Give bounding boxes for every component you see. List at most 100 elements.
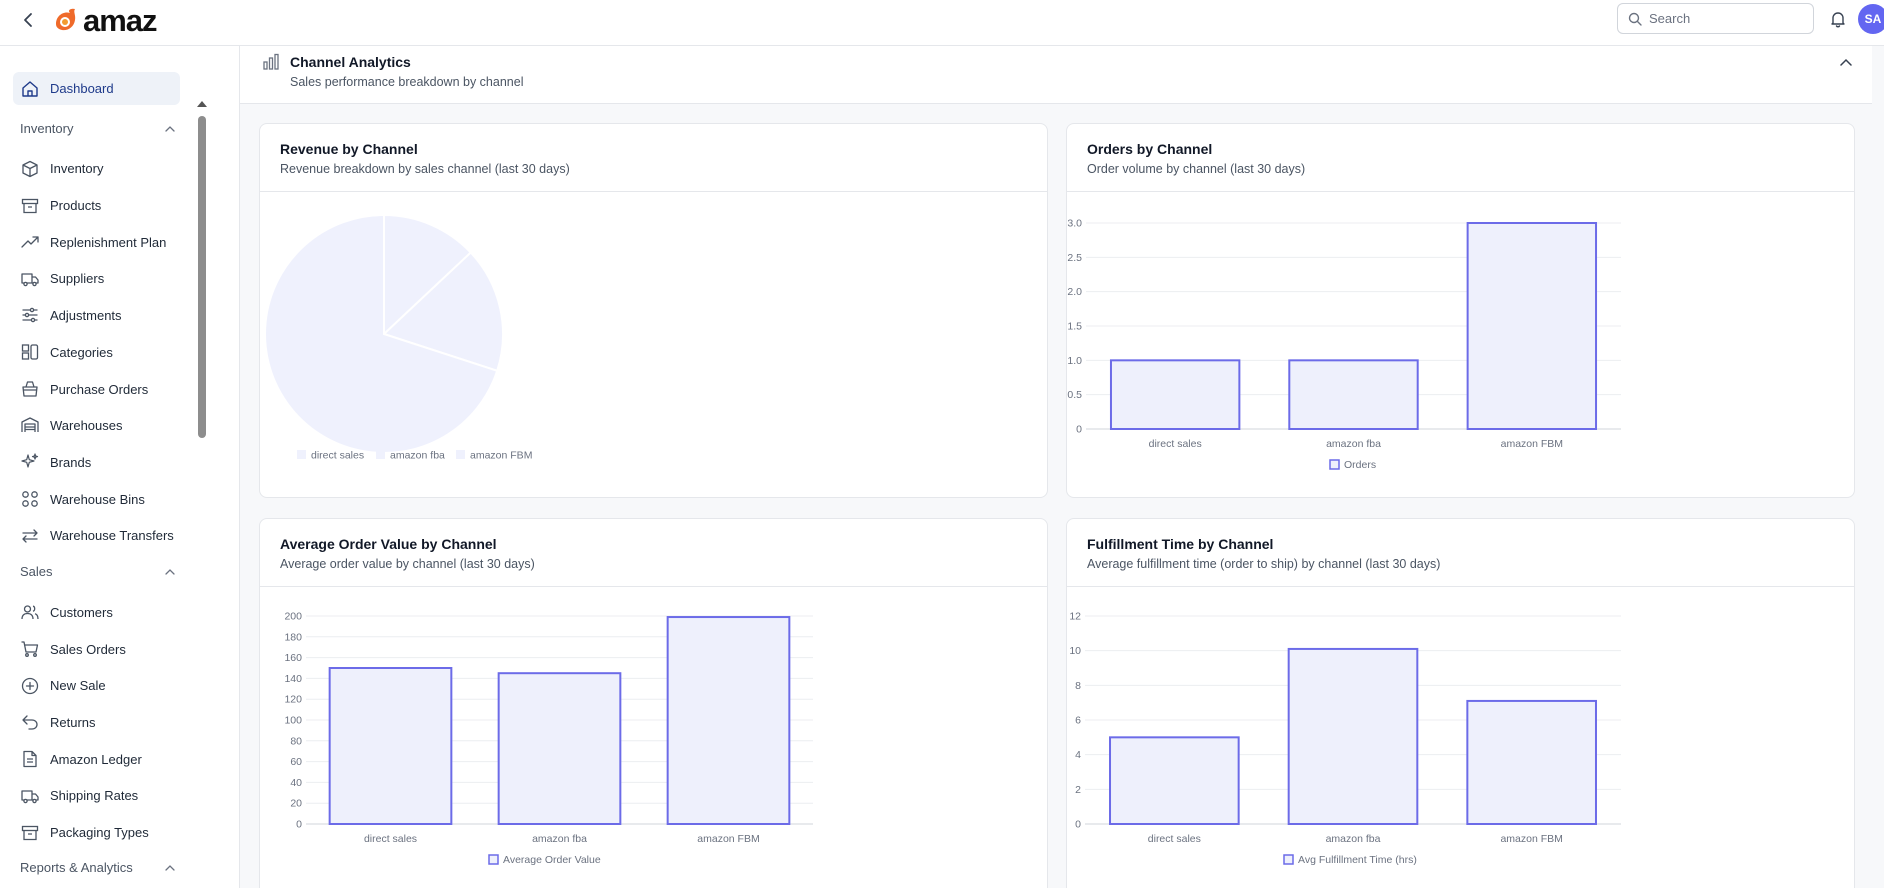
sidebar-item-inventory[interactable]: Inventory (13, 152, 180, 185)
y-tick-label: 2.0 (1067, 286, 1082, 298)
notification-bell-icon[interactable] (1828, 9, 1848, 29)
shapes-icon (20, 342, 40, 362)
chevron-up-icon (165, 125, 175, 132)
box-icon (20, 159, 40, 179)
x-tick-label: direct sales (364, 833, 417, 845)
legend-swatch (297, 450, 306, 459)
pie-slice (383, 213, 473, 337)
sidebar-item-label: Products (50, 198, 102, 213)
fulfillment-bar-chart: 0 2 4 6 8 10 12 direct sales amazon fba amazon FB… (1069, 611, 1621, 866)
archive-icon (20, 823, 40, 843)
collapse-chevron-icon[interactable] (1836, 52, 1856, 72)
legend-swatch (376, 450, 385, 459)
y-tick-label: 60 (290, 756, 302, 768)
home-icon (20, 79, 40, 99)
sidebar-scrollbar[interactable] (196, 94, 208, 888)
card-header: Orders by Channel Order volume by channe… (1067, 124, 1854, 192)
sidebar-item-label: Inventory (50, 161, 104, 176)
card-title: Orders by Channel (1087, 141, 1213, 157)
warehouse-icon (20, 415, 40, 435)
sidebar-item-returns[interactable]: Returns (13, 706, 180, 739)
sidebar-item-products[interactable]: Products (13, 189, 180, 222)
legend-label: amazon FBM (470, 450, 532, 462)
sidebar-section-inventory[interactable]: Inventory (20, 117, 175, 139)
card-header: Revenue by Channel Revenue breakdown by … (260, 124, 1047, 192)
card-subtitle: Order volume by channel (last 30 days) (1087, 162, 1306, 176)
sidebar-item-purchase-orders[interactable]: Purchase Orders (13, 373, 180, 406)
legend-label: Average Order Value (503, 854, 601, 866)
bar (1287, 647, 1419, 825)
channel-analytics-header: Channel Analytics Sales performance brea… (240, 46, 1872, 104)
back-arrow-icon[interactable] (18, 9, 40, 31)
sidebar-item-customers[interactable]: Customers (13, 596, 180, 629)
legend-swatch (1283, 854, 1294, 865)
bar (1288, 359, 1419, 430)
scrollbar-thumb[interactable] (198, 116, 206, 438)
pie-slice (264, 213, 499, 454)
y-tick-label: 8 (1075, 680, 1081, 692)
sidebar-item-warehouses[interactable]: Warehouses (13, 409, 180, 442)
sidebar-item-suppliers[interactable]: Suppliers (13, 262, 180, 295)
sliders-icon (20, 305, 40, 325)
fulfillment-time-card: Fulfillment Time by Channel Average fulf… (1066, 518, 1855, 888)
sidebar-item-label: Suppliers (50, 271, 105, 286)
y-tick-label: 2 (1075, 784, 1081, 796)
shopping-bag-icon (20, 379, 40, 399)
sidebar-item-replenishment-plan[interactable]: Replenishment Plan (13, 226, 180, 259)
sidebar-item-shipping-rates[interactable]: Shipping Rates (13, 779, 180, 812)
section-subtitle: Sales performance breakdown by channel (290, 75, 524, 89)
x-tick-label: direct sales (1148, 833, 1201, 845)
y-tick-label: 1.5 (1067, 321, 1082, 333)
trending-up-icon (20, 232, 40, 252)
chevron-up-icon (165, 568, 175, 575)
y-tick-label: 140 (284, 673, 302, 685)
y-tick-label: 3.0 (1067, 218, 1082, 230)
scroll-up-arrow-icon[interactable] (196, 98, 208, 108)
sidebar-section-reports-analytics[interactable]: Reports & Analytics (20, 856, 175, 878)
sidebar: Dashboard Inventory Inventory Products Reple… (0, 46, 240, 888)
card-header: Fulfillment Time by Channel Average fulf… (1067, 519, 1854, 587)
legend-label: Avg Fulfillment Time (hrs) (1298, 854, 1417, 866)
sidebar-item-packaging-types[interactable]: Packaging Types (13, 816, 180, 849)
sidebar-section-sales[interactable]: Sales (20, 560, 175, 582)
cart-icon (20, 639, 40, 659)
sidebar-item-label: Warehouse Transfers (50, 528, 174, 543)
sidebar-item-sales-orders[interactable]: Sales Orders (13, 633, 180, 666)
sidebar-item-categories[interactable]: Categories (13, 336, 180, 369)
card-subtitle: Revenue breakdown by sales channel (last… (280, 162, 570, 176)
sidebar-item-label: Amazon Ledger (50, 751, 142, 767)
y-tick-label: 0 (1075, 819, 1081, 831)
sidebar-item-brands[interactable]: Brands (13, 446, 180, 479)
sidebar-item-dashboard[interactable]: Dashboard (13, 72, 180, 105)
sidebar-item-label: Shipping Rates (50, 788, 139, 803)
sidebar-item-label: Brands (50, 454, 92, 470)
truck-icon (20, 269, 40, 289)
y-tick-label: 120 (284, 694, 302, 706)
sidebar-item-warehouse-bins[interactable]: Warehouse Bins (13, 483, 180, 516)
bar (1466, 699, 1597, 825)
sidebar-item-warehouse-transfers[interactable]: Warehouse Transfers (13, 519, 180, 552)
search-box[interactable] (1617, 3, 1814, 34)
search-input[interactable] (1649, 11, 1799, 26)
bar-chart-icon (261, 52, 281, 72)
sidebar-item-adjustments[interactable]: Adjustments (13, 299, 180, 332)
legend-swatch (488, 854, 499, 865)
y-tick-label: 4 (1075, 749, 1081, 761)
sidebar-item-label: Warehouses (50, 417, 123, 433)
sidebar-item-new-sale[interactable]: New Sale (13, 669, 180, 702)
y-tick-label: 20 (290, 798, 302, 810)
card-title: Average Order Value by Channel (280, 536, 497, 552)
app-logo[interactable]: amaz (52, 4, 158, 36)
logo-mark-icon (56, 8, 76, 31)
card-title: Fulfillment Time by Channel (1087, 536, 1274, 552)
user-avatar[interactable]: SA (1858, 4, 1884, 34)
x-tick-label: amazon FBM (1501, 438, 1563, 450)
card-subtitle: Average fulfillment time (order to ship)… (1087, 557, 1441, 571)
bar (328, 667, 453, 825)
sidebar-section-label: Reports & Analytics (20, 859, 133, 875)
archive-icon (20, 196, 40, 216)
revenue-pie-chart: direct sales amazon fba amazon FBM (264, 213, 532, 462)
sidebar-item-amazon-ledger[interactable]: Amazon Ledger (13, 743, 180, 776)
plus-circle-icon (20, 676, 40, 696)
y-tick-label: 0 (1076, 424, 1082, 436)
